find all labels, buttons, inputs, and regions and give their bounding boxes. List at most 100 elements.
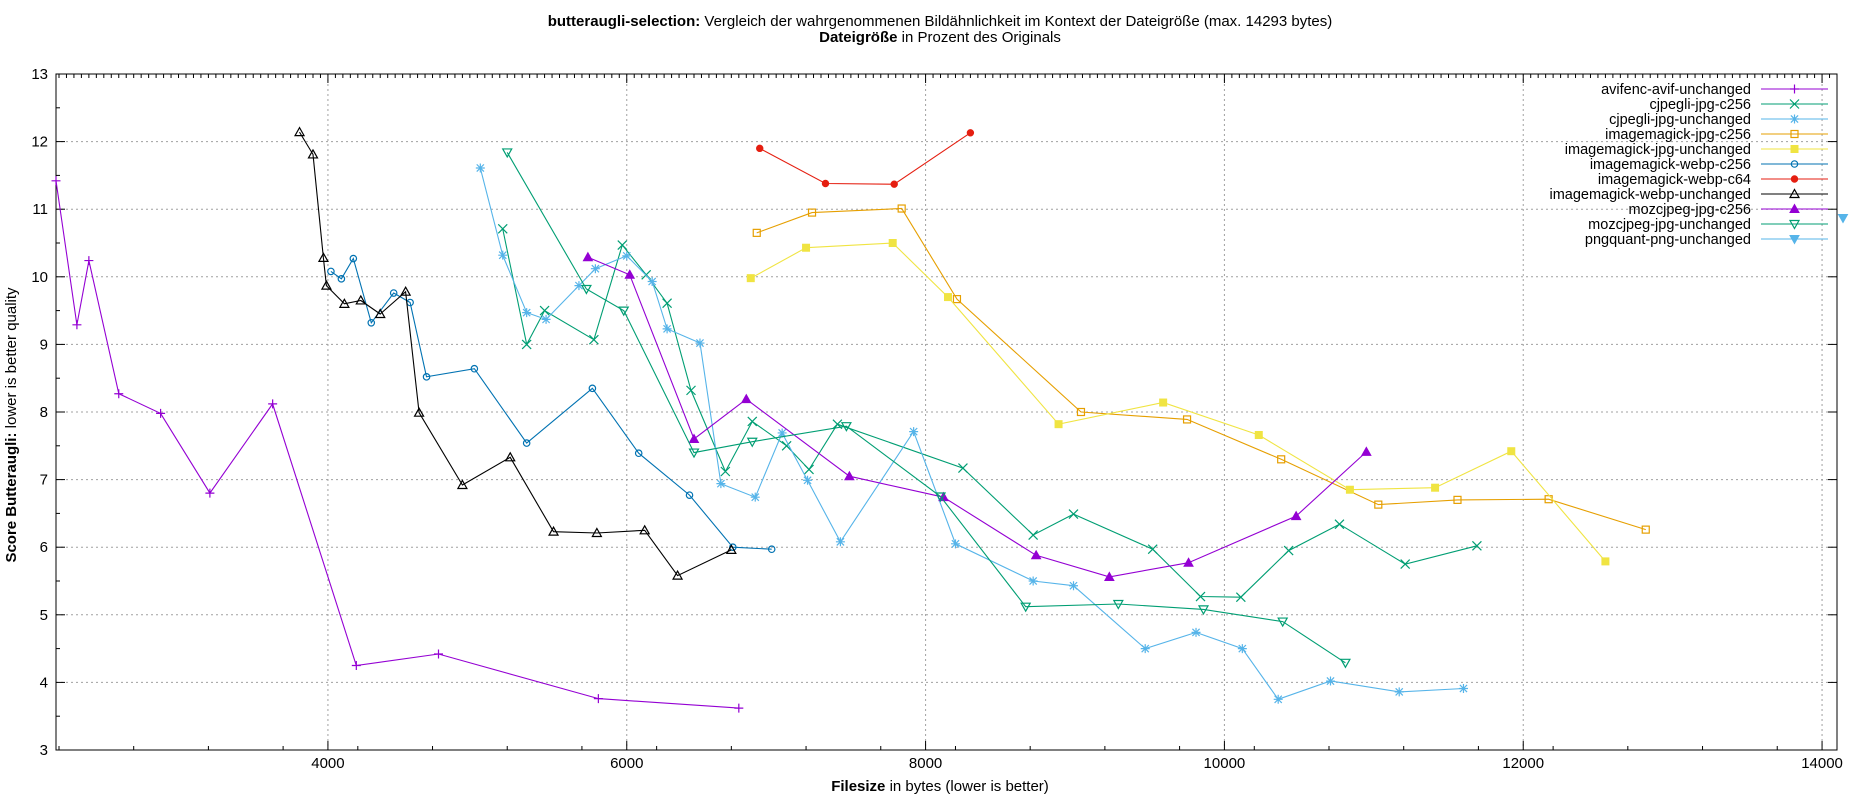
data-point	[1182, 415, 1192, 424]
data-point	[1374, 500, 1383, 509]
legend-item: pngquant-png-unchanged	[1585, 232, 1828, 248]
y-axis-label: Score Butteraugli: lower is better quali…	[3, 287, 20, 563]
data-point	[1453, 495, 1462, 504]
axes: 4000 6000 8000 10000 12000 14000 3 4 5 6 7 8 9 10 11 12…	[31, 66, 1843, 772]
y-tick-label: 11	[32, 201, 48, 218]
data-point	[729, 543, 737, 552]
legend-item: mozcjpeg-jpg-c256	[1628, 202, 1828, 218]
data-point	[1020, 602, 1032, 613]
data-point	[588, 384, 597, 393]
data-point	[522, 308, 532, 318]
data-point	[1254, 430, 1263, 439]
data-point	[1641, 525, 1650, 534]
series-line	[587, 256, 1367, 578]
legend-label: imagemagick-jpg-c256	[1605, 127, 1751, 143]
data-point	[821, 179, 830, 188]
series-layer	[51, 126, 1849, 713]
data-point	[1112, 599, 1124, 610]
series-cjpegli-jpg-c256	[497, 223, 1482, 603]
data-point	[840, 422, 852, 432]
data-point	[456, 479, 468, 490]
data-point	[767, 545, 776, 554]
data-point	[355, 294, 367, 305]
data-point	[1290, 510, 1302, 521]
data-point	[662, 324, 672, 334]
data-point	[909, 427, 919, 437]
y-tick-label: 10	[31, 269, 48, 286]
data-point	[934, 492, 947, 503]
series-imagemagick-webp-unchanged	[294, 126, 737, 580]
data-point	[1394, 687, 1404, 697]
data-point	[588, 334, 599, 345]
data-point	[1334, 519, 1345, 530]
data-point	[746, 437, 758, 448]
data-point	[1054, 420, 1063, 429]
data-point	[725, 544, 737, 555]
data-point	[1140, 644, 1150, 654]
data-point	[590, 264, 600, 274]
legend: avifenc-avif-unchangedcjpegli-jpg-c256cj…	[1549, 82, 1828, 248]
data-point	[1197, 605, 1210, 616]
data-point	[320, 279, 332, 290]
data-point	[1183, 557, 1194, 567]
data-point	[897, 204, 906, 213]
data-point	[1068, 509, 1079, 520]
data-point	[548, 525, 560, 536]
data-point	[349, 254, 358, 263]
data-point	[740, 393, 752, 404]
legend-item: imagemagick-webp-c64	[1598, 172, 1828, 188]
data-point	[591, 527, 603, 538]
data-point	[943, 293, 952, 302]
legend-item: cjpegli-jpg-c256	[1649, 97, 1828, 113]
data-point	[720, 466, 731, 477]
data-point	[294, 126, 306, 137]
chart-title: butteraugli-selection: Vergleich der wah…	[548, 13, 1333, 30]
data-point	[688, 448, 700, 459]
data-point	[1790, 175, 1799, 183]
data-point	[634, 449, 643, 458]
data-point	[1790, 145, 1799, 153]
y-tick-label: 9	[40, 336, 48, 353]
data-point	[1790, 160, 1799, 168]
data-point	[1431, 483, 1440, 492]
data-point	[574, 281, 584, 291]
data-point	[470, 364, 479, 373]
data-point	[1277, 455, 1286, 464]
legend-item: imagemagick-webp-unchanged	[1549, 187, 1828, 203]
data-point	[695, 338, 705, 348]
x-axis-label: Filesize in bytes (lower is better)	[831, 778, 1049, 795]
data-point	[1235, 592, 1246, 603]
data-point	[688, 433, 700, 444]
data-point	[958, 463, 968, 474]
data-point	[498, 250, 508, 260]
data-point	[205, 488, 215, 498]
data-point	[84, 256, 94, 266]
data-point	[1345, 485, 1354, 494]
data-point	[1790, 84, 1799, 94]
data-point	[952, 295, 962, 304]
data-point	[1790, 129, 1799, 139]
data-point	[1069, 581, 1078, 591]
data-point	[1195, 591, 1206, 602]
data-point	[1837, 213, 1849, 224]
data-point	[777, 428, 787, 438]
legend-label: imagemagick-webp-c256	[1590, 157, 1751, 173]
y-tick-label: 4	[40, 674, 48, 691]
data-point	[1147, 544, 1158, 555]
series-line	[750, 242, 1606, 562]
legend-item: imagemagick-jpg-unchanged	[1565, 142, 1828, 158]
data-point	[1325, 676, 1335, 686]
data-point	[1507, 447, 1516, 456]
data-point	[622, 251, 632, 261]
data-point	[1076, 407, 1086, 417]
data-point	[1273, 694, 1283, 704]
series-imagemagick-webp-c64	[756, 129, 975, 188]
plot-frame	[55, 73, 1838, 751]
data-point	[1789, 99, 1800, 109]
series-line	[759, 132, 971, 185]
data-point	[1789, 203, 1800, 213]
data-point	[475, 163, 485, 173]
series-cjpegli-jpg-unchanged	[475, 163, 1468, 704]
data-point	[521, 339, 532, 350]
